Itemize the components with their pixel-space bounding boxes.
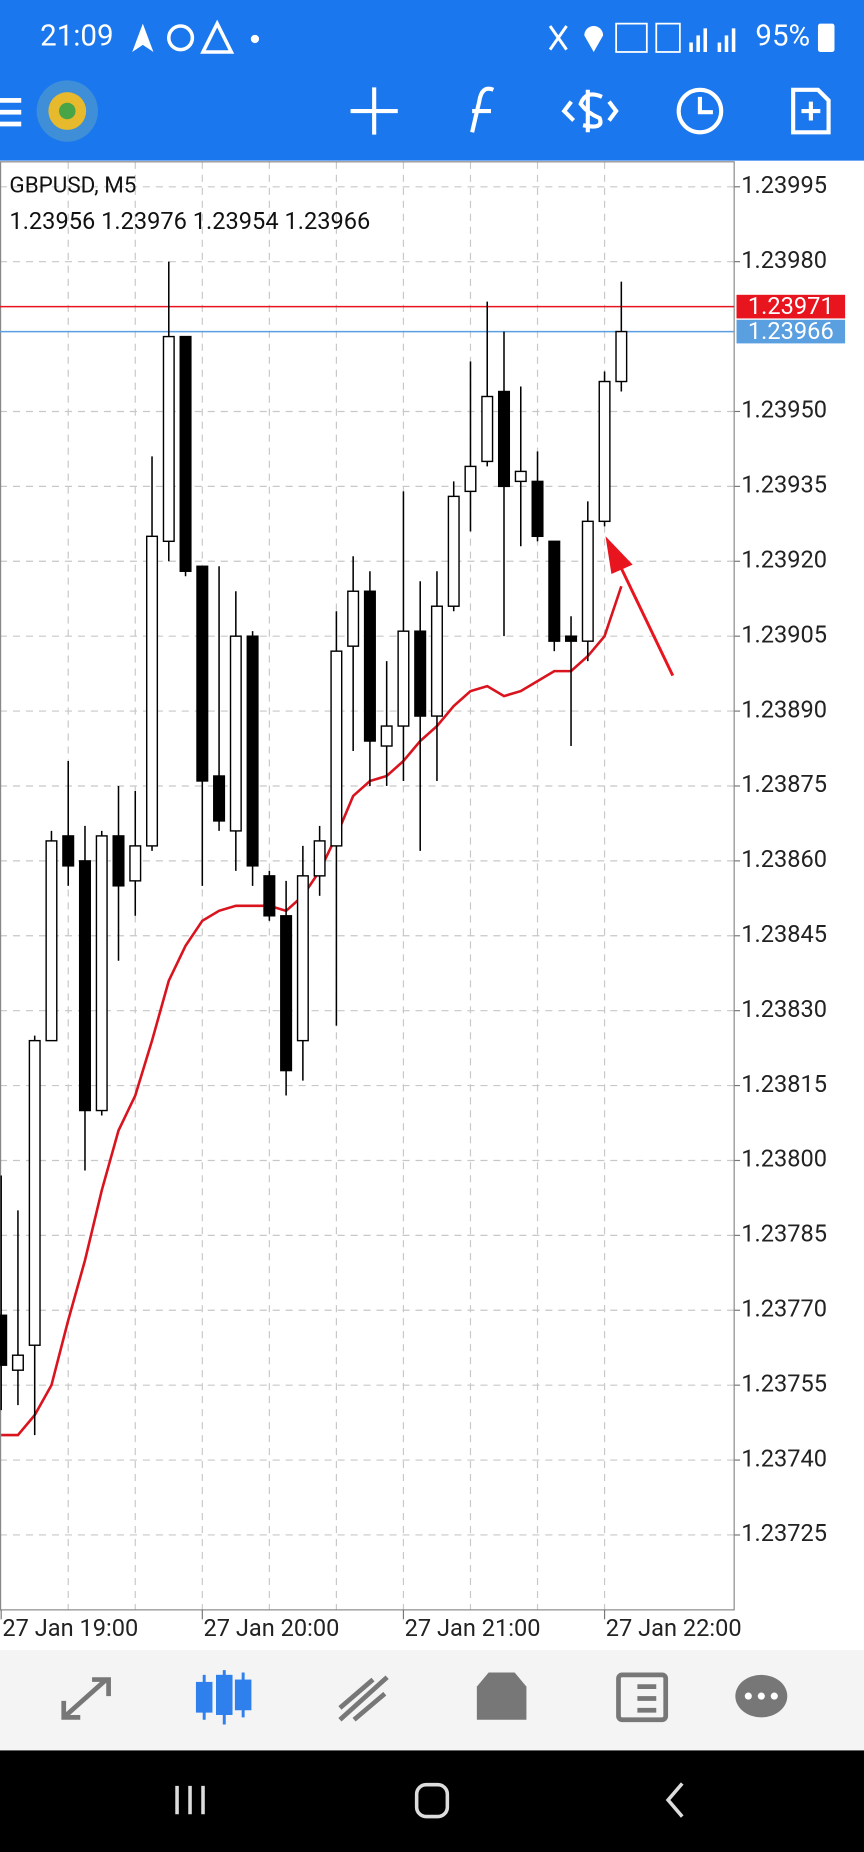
candle-body [280, 915, 293, 1072]
status-icons [132, 19, 835, 54]
crosshair-button[interactable] [350, 87, 398, 135]
candle-body [548, 540, 561, 642]
x-tick-label: 27 Jan 19:00 [2, 1614, 138, 1642]
low-value: 1.23954 [193, 207, 279, 235]
status-time: 21:09 [40, 20, 113, 54]
candle-body [430, 605, 443, 717]
candle-body [229, 635, 242, 832]
top-bar [0, 0, 864, 161]
candle-body [129, 845, 142, 882]
candle-body [514, 470, 527, 483]
candle-body [397, 630, 410, 727]
history-tab[interactable] [476, 1672, 527, 1720]
symbols-button[interactable] [561, 89, 619, 133]
candle-body [464, 465, 477, 493]
candle-body [213, 775, 226, 822]
recent-apps-button[interactable] [175, 1785, 205, 1815]
close-value: 1.23966 [284, 207, 370, 235]
home-button[interactable] [414, 1782, 450, 1819]
menu-button[interactable] [0, 98, 22, 127]
candle-body [497, 390, 511, 488]
candle-body [447, 495, 460, 607]
candle-body [313, 840, 326, 877]
timeframe-button[interactable] [676, 87, 724, 135]
y-tick-label: 1.23980 [741, 246, 827, 274]
app-logo[interactable] [36, 80, 98, 142]
y-tick-label: 1.23800 [741, 1145, 827, 1173]
y-tick-label: 1.23920 [741, 546, 827, 574]
candle-body [196, 565, 209, 782]
candle-body [263, 875, 276, 917]
candle-body [330, 650, 343, 847]
back-button[interactable] [665, 1782, 684, 1818]
chat-tab[interactable] [735, 1674, 788, 1718]
y-tick-label: 1.23935 [741, 471, 827, 499]
price-tag-label: 1.23966 [748, 317, 834, 345]
moving-average-line [1, 585, 623, 1437]
candle-body [296, 875, 309, 1042]
chart-tab[interactable] [195, 1670, 252, 1725]
y-tick-label: 1.23905 [741, 620, 827, 648]
candle-body [363, 590, 376, 742]
y-tick-label: 1.23755 [741, 1369, 827, 1397]
candle-body [246, 635, 259, 867]
y-tick-label: 1.23860 [741, 845, 827, 873]
y-tick-label: 1.23875 [741, 770, 827, 798]
ohlc-readout: 1.23956 1.23976 1.23954 1.23966 [9, 207, 370, 235]
price-tag-label: 1.23971 [748, 292, 834, 320]
candle-body [62, 835, 75, 867]
candle-body [598, 380, 611, 523]
trade-tab[interactable] [338, 1675, 389, 1722]
new-order-button[interactable] [791, 87, 831, 135]
y-tick-label: 1.23830 [741, 995, 827, 1023]
candle-body [162, 335, 175, 543]
candle-body [565, 635, 578, 642]
price-tag [736, 319, 846, 344]
candle-body [414, 630, 427, 717]
y-tick-label: 1.23890 [741, 695, 827, 723]
battery-level: 95% [755, 20, 810, 54]
candle-body [95, 835, 108, 1112]
y-tick-label: 1.23815 [741, 1070, 827, 1098]
y-tick-label: 1.23785 [741, 1220, 827, 1248]
indicators-button[interactable] [470, 86, 495, 133]
candle-body [179, 335, 192, 572]
x-tick-label: 27 Jan 21:00 [405, 1614, 541, 1642]
candle-body [78, 860, 92, 1112]
candle-body [112, 835, 125, 887]
x-tick-label: 27 Jan 22:00 [606, 1614, 742, 1642]
candle-body [615, 330, 628, 383]
candle-body [380, 725, 393, 747]
y-tick-label: 1.23740 [741, 1444, 827, 1472]
candle-body [28, 1039, 41, 1346]
plot-frame [0, 161, 735, 1611]
symbol-label: GBPUSD, M5 [9, 173, 136, 199]
price-tag [736, 294, 846, 319]
quotes-tab[interactable] [61, 1677, 111, 1720]
y-tick-label: 1.23845 [741, 920, 827, 948]
y-tick-label: 1.23995 [741, 171, 827, 199]
candle-body [146, 535, 159, 847]
candle-body [347, 590, 360, 647]
high-value: 1.23976 [101, 207, 187, 235]
y-tick-label: 1.23950 [741, 396, 827, 424]
candle-body [0, 1314, 8, 1366]
open-value: 1.23956 [9, 207, 95, 235]
system-nav-bar [0, 1750, 864, 1852]
candle-body [581, 520, 594, 642]
candle-body [531, 480, 544, 538]
candle-body [481, 395, 494, 463]
ohlc-values: 1.23956 1.23976 1.23954 1.23966 [9, 207, 370, 235]
candle-body [45, 840, 58, 1042]
chart-area: 1.23995 1.23980 1.23950 1.23935 1.23920 1.239… [0, 161, 846, 1642]
candle-body [11, 1354, 24, 1371]
x-tick-label: 27 Jan 20:00 [203, 1614, 339, 1642]
bottom-nav [0, 1650, 864, 1751]
y-tick-label: 1.23725 [741, 1519, 827, 1547]
annotation-arrow [605, 536, 675, 677]
news-tab[interactable] [616, 1672, 669, 1723]
y-tick-label: 1.23770 [741, 1295, 827, 1323]
